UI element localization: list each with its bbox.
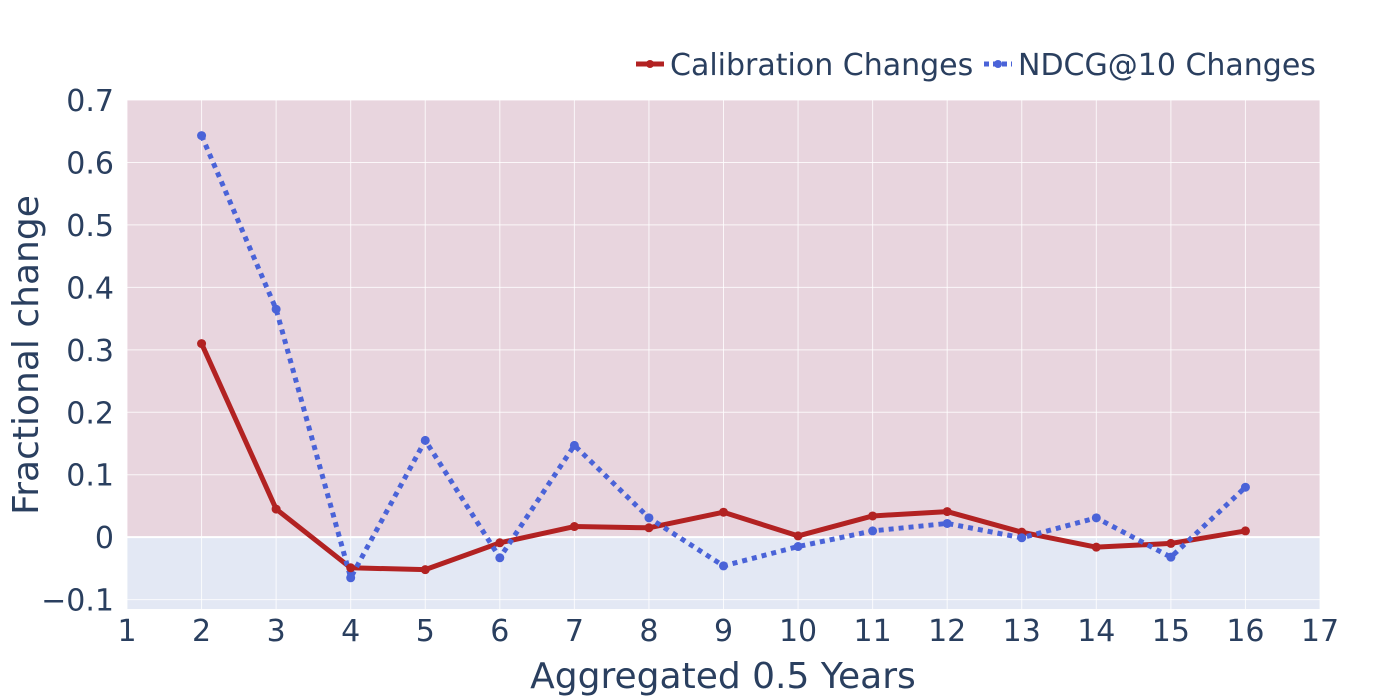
- data-point-0-9: [868, 511, 878, 521]
- x-tick-label: 1: [117, 614, 136, 649]
- y-tick-label: 0.6: [66, 146, 114, 181]
- data-point-1-0: [197, 131, 207, 141]
- y-tick-label: −0.1: [41, 584, 114, 619]
- x-tick-label: 14: [1077, 614, 1115, 649]
- y-axis: −0.1 0 0.1 0.2 0.3 0.4 0.5 0.6 0.7: [41, 84, 114, 619]
- legend-marker-calibration: [646, 60, 654, 68]
- data-point-0-1: [271, 504, 281, 514]
- data-point-0-4: [495, 538, 505, 548]
- data-point-1-13: [1166, 552, 1176, 562]
- data-point-0-2: [346, 563, 356, 573]
- x-tick-label: 5: [416, 614, 435, 649]
- y-tick-label: 0.4: [66, 271, 114, 306]
- data-point-1-5: [569, 440, 579, 450]
- data-point-0-0: [197, 339, 207, 349]
- data-point-0-10: [942, 507, 952, 517]
- legend: Calibration Changes NDCG@10 Changes: [636, 48, 1316, 83]
- data-point-0-8: [793, 531, 803, 541]
- data-point-1-11: [1017, 533, 1027, 543]
- data-point-1-9: [868, 526, 878, 536]
- legend-label-calibration: Calibration Changes: [670, 48, 973, 83]
- data-point-1-1: [271, 304, 281, 314]
- data-point-1-10: [942, 518, 952, 528]
- x-tick-label: 9: [714, 614, 733, 649]
- x-axis-title: Aggregated 0.5 Years: [530, 656, 916, 697]
- series-markers: [197, 131, 1250, 583]
- x-axis: 1 2 3 4 5 6 7 8 9 10 11 12 13 14 15 16 17: [117, 614, 1339, 649]
- x-tick-label: 12: [928, 614, 966, 649]
- legend-item-ndcg[interactable]: NDCG@10 Changes: [984, 48, 1316, 83]
- x-tick-label: 10: [779, 614, 817, 649]
- data-point-0-7: [719, 507, 728, 517]
- x-tick-label: 13: [1003, 614, 1041, 649]
- x-tick-label: 6: [490, 614, 509, 649]
- y-axis-title: Fractional change: [6, 195, 47, 515]
- data-point-1-3: [420, 435, 430, 445]
- data-point-1-14: [1240, 482, 1250, 492]
- data-point-0-13: [1166, 538, 1176, 548]
- x-tick-label: 11: [854, 614, 892, 649]
- data-point-0-6: [644, 523, 654, 533]
- x-tick-label: 17: [1301, 614, 1339, 649]
- data-point-1-4: [495, 553, 505, 563]
- data-point-0-5: [569, 522, 579, 532]
- legend-marker-ndcg: [994, 60, 1002, 68]
- legend-label-ndcg: NDCG@10 Changes: [1018, 48, 1316, 83]
- y-tick-label: 0.3: [66, 334, 114, 369]
- data-point-0-12: [1091, 542, 1101, 552]
- data-point-1-7: [719, 561, 728, 571]
- x-tick-label: 2: [192, 614, 211, 649]
- y-tick-label: 0.5: [66, 209, 114, 244]
- y-tick-label: 0: [95, 521, 114, 556]
- x-tick-label: 4: [341, 614, 360, 649]
- y-tick-label: 0.1: [66, 459, 114, 494]
- y-tick-label: 0.2: [66, 396, 114, 431]
- data-point-1-8: [793, 542, 803, 552]
- legend-item-calibration[interactable]: Calibration Changes: [636, 48, 973, 83]
- x-tick-label: 7: [565, 614, 584, 649]
- x-tick-label: 3: [267, 614, 286, 649]
- x-tick-label: 16: [1226, 614, 1264, 649]
- data-point-1-6: [644, 513, 654, 523]
- data-point-0-3: [420, 565, 430, 575]
- y-tick-label: 0.7: [66, 84, 114, 119]
- x-tick-label: 15: [1152, 614, 1190, 649]
- data-point-1-2: [346, 573, 356, 583]
- data-point-0-14: [1240, 526, 1250, 536]
- data-point-1-12: [1091, 513, 1101, 523]
- x-tick-label: 8: [639, 614, 658, 649]
